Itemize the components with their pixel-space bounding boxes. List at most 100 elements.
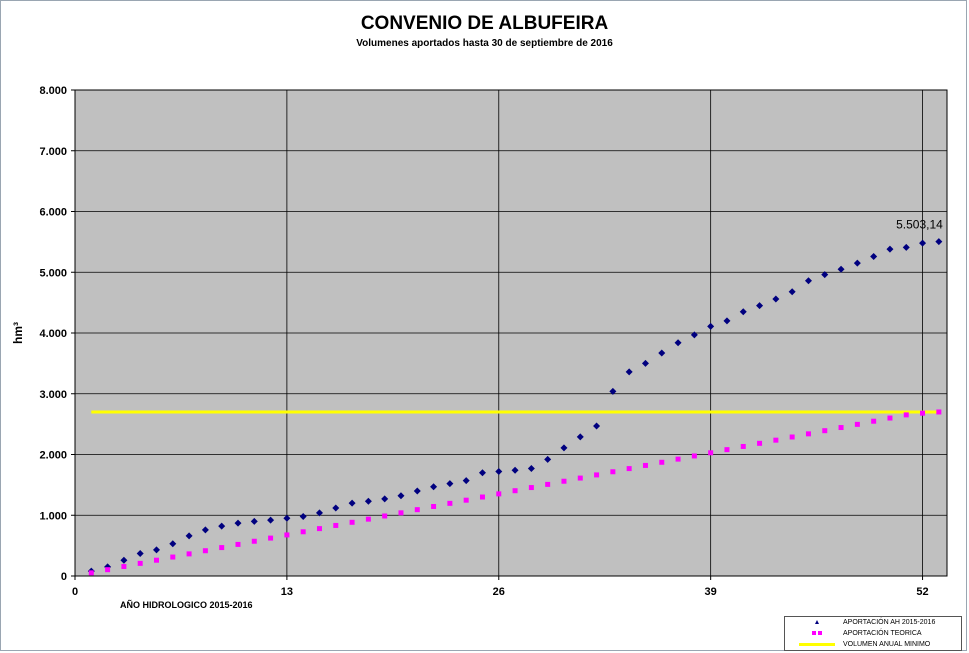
theoretical-point	[186, 551, 192, 557]
theoretical-point	[545, 481, 551, 487]
theoretical-point	[659, 459, 665, 465]
theoretical-point	[284, 532, 290, 538]
theoretical-point	[121, 564, 127, 570]
contribution-point	[788, 288, 796, 296]
contribution-point	[821, 271, 829, 279]
legend-item-teorica: APORTACIÓN TEORICA	[785, 628, 961, 639]
theoretical-point	[316, 526, 322, 532]
theoretical-point	[903, 412, 909, 418]
contribution-point	[919, 239, 927, 247]
x-tick-label: 39	[705, 586, 717, 598]
triangle-marker-icon	[815, 620, 819, 625]
contribution-point	[886, 245, 894, 253]
theoretical-point	[708, 450, 714, 456]
legend-label: APORTACIÓN TEORICA	[843, 630, 922, 637]
legend-label: VOLUMEN ANUAL MINIMO	[843, 641, 931, 648]
theoretical-point	[724, 447, 730, 453]
contribution-point	[136, 550, 144, 558]
contribution-point	[756, 302, 764, 310]
contribution-point	[446, 480, 454, 488]
legend-label: APORTACIÓN AH 2015-2016	[843, 619, 936, 626]
contribution-point	[462, 477, 470, 485]
theoretical-point	[822, 428, 828, 434]
theoretical-point	[300, 529, 306, 535]
theoretical-point	[773, 437, 779, 443]
contribution-point	[593, 422, 601, 430]
contribution-point	[250, 517, 258, 525]
contribution-point	[690, 331, 698, 339]
theoretical-point	[463, 497, 469, 503]
contribution-point	[723, 317, 731, 325]
y-tick-label: 1.000	[39, 510, 67, 522]
theoretical-point	[838, 425, 844, 431]
theoretical-point	[219, 545, 225, 551]
theoretical-point	[512, 488, 518, 494]
contribution-point	[234, 519, 242, 527]
theoretical-point	[414, 507, 420, 513]
theoretical-point	[333, 522, 339, 528]
theoretical-point	[137, 560, 143, 566]
contribution-point	[152, 546, 160, 554]
legend: APORTACIÓN AH 2015-2016 APORTACIÓN TEORI…	[784, 616, 962, 651]
contribution-point	[185, 532, 193, 540]
contribution-point	[707, 322, 715, 330]
contribution-point	[527, 464, 535, 472]
theoretical-point	[398, 510, 404, 516]
square-marker-icon	[817, 631, 822, 636]
theoretical-point	[871, 418, 877, 424]
theoretical-point	[365, 516, 371, 522]
contribution-point	[201, 526, 209, 534]
theoretical-point	[594, 472, 600, 478]
theoretical-point	[691, 453, 697, 459]
contribution-point	[413, 487, 421, 495]
contribution-point	[641, 359, 649, 367]
contribution-point	[804, 277, 812, 285]
contribution-point	[935, 238, 943, 246]
contribution-point	[283, 514, 291, 522]
contribution-point	[397, 492, 405, 500]
theoretical-point	[268, 535, 274, 541]
theoretical-point	[105, 567, 111, 573]
theoretical-point	[936, 409, 942, 415]
contribution-point	[837, 265, 845, 273]
theoretical-point	[610, 469, 616, 475]
contribution-point	[315, 509, 323, 517]
contribution-point	[576, 433, 584, 441]
theoretical-point	[528, 485, 534, 491]
y-tick-label: 6.000	[39, 207, 67, 219]
chart-title: CONVENIO DE ALBUFEIRA	[360, 13, 609, 34]
y-tick-label: 0	[61, 571, 67, 583]
y-tick-label: 4.000	[39, 328, 67, 340]
theoretical-point	[447, 500, 453, 506]
theoretical-point	[235, 541, 241, 547]
theoretical-point	[789, 434, 795, 440]
y-tick-label: 8.000	[39, 85, 67, 97]
contribution-point	[267, 516, 275, 524]
contribution-point	[625, 368, 633, 376]
contribution-point	[218, 522, 226, 530]
theoretical-point	[431, 504, 437, 510]
theoretical-point	[382, 513, 388, 519]
theoretical-point	[561, 478, 567, 484]
legend-item-minimo: VOLUMEN ANUAL MINIMO	[785, 639, 961, 650]
theoretical-point	[740, 443, 746, 449]
contribution-point	[544, 455, 552, 463]
last-value-label: 5.503,14	[896, 218, 943, 232]
theoretical-point	[153, 557, 159, 563]
y-tick-label: 3.000	[39, 389, 67, 401]
x-axis-label: AÑO HIDROLOGICO 2015-2016	[120, 600, 253, 610]
theoretical-point	[349, 519, 355, 525]
line-marker-icon	[799, 642, 835, 646]
theoretical-point	[920, 410, 926, 416]
y-tick-label: 2.000	[39, 450, 67, 462]
contribution-point	[332, 504, 340, 512]
theoretical-point	[757, 440, 763, 446]
square-marker-icon	[812, 631, 817, 636]
theoretical-point	[479, 494, 485, 500]
y-axis-label: hm³	[11, 322, 25, 344]
x-tick-label: 26	[493, 586, 505, 598]
contribution-point	[430, 483, 438, 491]
x-tick-label: 52	[916, 586, 928, 598]
contribution-point	[299, 512, 307, 520]
